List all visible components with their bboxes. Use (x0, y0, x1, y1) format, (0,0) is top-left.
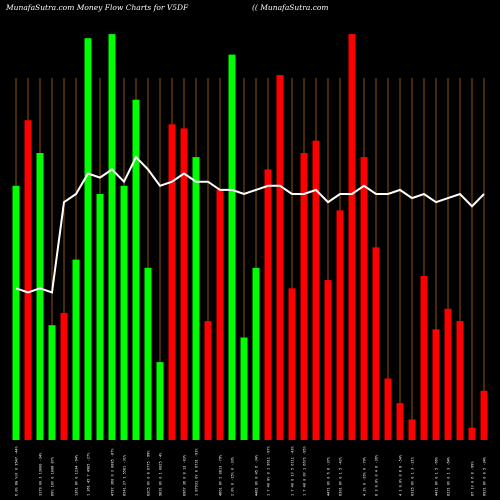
x-tick-label: 4411 0V 0 1 5 -66% (435, 456, 439, 496)
money-flow-bar (252, 267, 260, 440)
money-flow-bar (204, 321, 212, 440)
money-flow-bar (444, 308, 452, 440)
money-flow-bar (12, 185, 20, 440)
money-flow-bar (108, 34, 116, 440)
x-tick-label: 8 3 0.0% 0 4 8 -36% (375, 454, 379, 496)
x-tick-label: 8967 36 0 8 13 -83% (183, 454, 187, 496)
money-flow-bar (396, 403, 404, 440)
money-flow-bar (60, 312, 68, 440)
bars (12, 34, 488, 441)
x-tick-label: 8221 0V 0 1 3 -64% (447, 456, 451, 496)
x-tick-label: 4.2% 0 -26% 0 -79% (363, 456, 367, 496)
x-tick-label: 1 7 40 0 0V 1 6671 -95% (303, 445, 307, 496)
money-flow-bar (384, 378, 392, 440)
money-flow-bar (144, 267, 152, 440)
money-flow-bar (288, 288, 296, 440)
money-flow-bar (192, 157, 200, 440)
money-flow-bar (420, 276, 428, 440)
money-flow-bar (228, 54, 236, 440)
x-tick-label: 4797 360 0 3 0885 -87% (111, 448, 115, 496)
x-tick-label: 89% 10V 0 1008 87% (51, 456, 55, 496)
money-flow-bar (456, 321, 464, 440)
money-flow-bar (180, 128, 188, 440)
x-tick-labels: 6.0% 8m Vol 0 3547 -44% 3179.00 3 13000 -… (15, 445, 487, 496)
x-tick-label: 8301 0V 0 1 5 -42% (339, 456, 343, 496)
money-flow-bar (48, 325, 56, 440)
money-flow-bar (132, 99, 140, 440)
x-tick-label: 82C5 0V 0 8 0775 -99% (147, 450, 151, 496)
x-tick-label: 1 87931 0V 0 8731 -91% (195, 448, 199, 496)
x-tick-label: 1 361 45 7 4985 -27% (87, 452, 91, 496)
x-tick-label: 4 1 0.0% 0 8 8 -54% (399, 454, 403, 496)
money-flow-bar (408, 419, 416, 440)
x-tick-label: 8315 0V 0 1 3 -21% (411, 456, 415, 496)
money-flow-bar (120, 185, 128, 440)
x-tick-label: 4861 0V 5 0813 -79% (219, 454, 223, 496)
money-flow-bar (468, 427, 476, 440)
money-flow-bar (312, 140, 320, 440)
money-flow-bar (360, 157, 368, 440)
money-flow-line (15, 155, 485, 294)
x-tick-label: 4471 0V 0 6 8 -37% (327, 456, 331, 496)
money-flow-bar (336, 210, 344, 440)
money-flow-bar (168, 124, 176, 441)
money-flow-bar (324, 280, 332, 440)
money-flow-bar (36, 153, 44, 440)
chart-title: MunafaSutra.com Money Flow Charts for V5… (5, 3, 189, 12)
money-flow-bar (264, 169, 272, 440)
money-flow-bar (480, 390, 488, 440)
x-tick-label: 1361 0V 0 1234 -94% (75, 454, 79, 496)
money-flow-bar (372, 247, 380, 440)
x-tick-label: 9831 0V 0 1 0025 -4% (159, 452, 163, 496)
x-tick-label: 1 7 40 0V 0 1 9611 -97% (267, 445, 271, 496)
money-flow-bar (300, 153, 308, 440)
money-flow-bar (156, 362, 164, 440)
money-flow-bar (24, 120, 32, 440)
x-tick-label: 4481 0V 0 45 6 -34% (255, 454, 259, 496)
x-tick-label: 8921 0V 0 0 5 -34% (483, 456, 487, 496)
money-flow-bar (276, 75, 284, 440)
x-tick-label: 6.0% 8m Vol 0 3547 -44% (15, 445, 19, 496)
money-flow-bar (96, 194, 104, 440)
money-flow-bar (72, 259, 80, 440)
money-flow-bar (240, 337, 248, 440)
x-tick-label: 8541.27 1 5581 -31% (123, 454, 127, 496)
x-tick-label: 2.0% 0 -15% 0 -33% (231, 456, 235, 496)
x-tick-label: 3179.00 3 13000 -34% (39, 452, 43, 496)
money-flow-bar (348, 34, 356, 440)
money-flow-bar (84, 38, 92, 440)
x-tick-label: 87 1V 0 6 8 -99% (471, 461, 475, 496)
chart-title-source: (( MunafaSutra.com (252, 3, 329, 12)
x-tick-label: 1 7 40 0 1V 5 6111 -43% (291, 445, 295, 496)
money-flow-bar (216, 189, 224, 440)
money-flow-bar (432, 329, 440, 440)
